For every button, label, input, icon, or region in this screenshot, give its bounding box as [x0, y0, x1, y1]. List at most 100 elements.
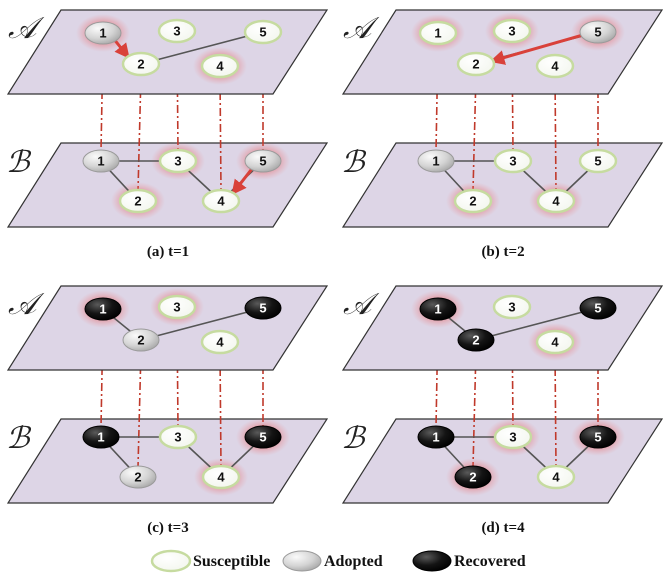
- node-2-shape: [121, 51, 161, 77]
- node-3-shape: [157, 294, 197, 320]
- node-2-shape: [457, 328, 495, 352]
- node-3: 3: [158, 424, 198, 450]
- node-1-shape: [82, 425, 120, 449]
- node-2-shape: [453, 188, 493, 214]
- node-5-label: 5: [259, 25, 266, 40]
- node-5-shape: [579, 425, 617, 449]
- node-3-label: 3: [509, 154, 516, 169]
- layer-a-network: 1 2 3 4 5: [76, 288, 282, 355]
- node-2-label: 2: [134, 194, 141, 209]
- legend-recovered-label: Recovered: [454, 553, 526, 570]
- node-2-shape: [122, 328, 160, 352]
- node-3-shape: [492, 294, 532, 320]
- node-3-shape: [158, 148, 198, 174]
- node-3-shape: [493, 148, 533, 174]
- node-5-label: 5: [259, 301, 266, 316]
- node-2-label: 2: [137, 57, 144, 72]
- node-1-shape: [418, 20, 458, 46]
- node-4-shape: [200, 329, 240, 355]
- node-5: 5: [244, 149, 282, 173]
- node-3-shape: [157, 18, 197, 44]
- interlayer-link-4: [554, 351, 557, 468]
- node-5-label: 5: [259, 154, 266, 169]
- panels: 𝒜 ℬ 1 2 3 4 5 1 2 3 4 5 (a) t=1 𝒜 ℬ 1 2 3 4 5 1 2 3 4 5 (b) t=2 𝒜 ℬ…: [6, 9, 664, 536]
- node-2-shape: [454, 465, 492, 489]
- node-5: 5: [579, 425, 617, 449]
- node-1-shape: [84, 21, 122, 45]
- node-2: 2: [119, 465, 157, 489]
- node-1: 1: [419, 297, 457, 321]
- panel-caption: (a) t=1: [147, 244, 189, 260]
- node-1-shape: [84, 297, 122, 321]
- panel-caption: (c) t=3: [147, 520, 188, 536]
- edge-2-5: [140, 307, 264, 341]
- node-3-label: 3: [173, 24, 180, 39]
- edge-2-5: [140, 31, 264, 65]
- node-4: 4: [535, 329, 575, 355]
- interlayer-link-4: [219, 351, 222, 468]
- node-4-label: 4: [551, 335, 559, 350]
- node-1: 1: [84, 21, 122, 45]
- node-2: 2: [453, 188, 493, 214]
- layer-a-network: 1 2 3 4 5: [411, 12, 625, 79]
- node-1-shape: [417, 425, 455, 449]
- node-4-shape: [535, 53, 575, 79]
- legend-susceptible-swatch: [150, 549, 192, 573]
- node-5: 5: [578, 148, 618, 174]
- node-4-shape: [201, 464, 241, 490]
- layer-b-label: ℬ: [341, 422, 367, 455]
- legend-susceptible-label: Susceptible: [193, 553, 270, 570]
- node-4: 4: [201, 188, 241, 214]
- layer-a-network: 1 2 3 4 5: [76, 14, 283, 85]
- node-1-label: 1: [432, 154, 439, 169]
- node-1-label: 1: [434, 26, 441, 41]
- node-5-label: 5: [594, 301, 601, 316]
- node-4: 4: [201, 464, 241, 490]
- node-2-label: 2: [472, 333, 479, 348]
- panel-3: 𝒜 ℬ 1 2 3 4 5 1 2 3 4 5 (c) t=3: [6, 285, 329, 536]
- node-1-label: 1: [97, 154, 104, 169]
- legend-recovered: Recovered: [412, 550, 526, 572]
- interlayer-link-4: [554, 75, 557, 192]
- node-2: 2: [122, 328, 160, 352]
- node-5: 5: [579, 20, 617, 44]
- node-1-shape: [417, 149, 455, 173]
- node-4: 4: [200, 329, 240, 355]
- node-5: 5: [243, 19, 283, 45]
- layer-a-label: 𝒜: [343, 12, 380, 45]
- node-4-label: 4: [552, 194, 560, 209]
- node-5-label: 5: [259, 430, 266, 445]
- node-4-shape: [536, 188, 576, 214]
- node-2-label: 2: [472, 57, 479, 72]
- node-3: 3: [157, 18, 197, 44]
- node-3: 3: [158, 148, 198, 174]
- node-4: 4: [200, 53, 240, 79]
- node-5-label: 5: [594, 430, 601, 445]
- edge-2-5: [475, 307, 599, 341]
- node-2-shape: [119, 465, 157, 489]
- node-1: 1: [82, 149, 120, 173]
- node-1-shape: [419, 297, 457, 321]
- node-3-label: 3: [509, 430, 516, 445]
- node-4-label: 4: [216, 59, 224, 74]
- node-3-label: 3: [508, 24, 515, 39]
- node-5: 5: [244, 425, 282, 449]
- node-5: 5: [244, 296, 282, 320]
- node-1-label: 1: [434, 302, 441, 317]
- layer-b-network: 1 2 3 4 5: [417, 418, 625, 496]
- node-3-label: 3: [174, 430, 181, 445]
- legend: Susceptible Adopted Recovered: [150, 549, 526, 573]
- node-2: 2: [457, 328, 495, 352]
- node-1: 1: [417, 149, 455, 173]
- layer-a-label: 𝒜: [8, 288, 45, 321]
- node-5-label: 5: [594, 154, 601, 169]
- node-2-label: 2: [134, 470, 141, 485]
- node-2: 2: [456, 51, 496, 77]
- node-5-shape: [578, 148, 618, 174]
- node-5-shape: [244, 425, 282, 449]
- node-2-label: 2: [469, 194, 476, 209]
- node-4-shape: [536, 464, 576, 490]
- node-3: 3: [492, 18, 532, 44]
- node-2-label: 2: [137, 333, 144, 348]
- legend-recovered-swatch: [412, 550, 452, 572]
